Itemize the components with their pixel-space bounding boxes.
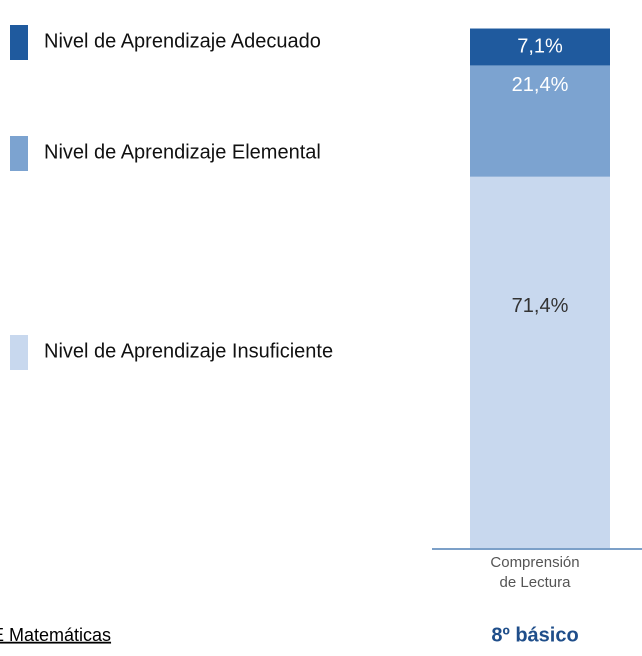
subtitle: 8º básico	[491, 624, 578, 646]
legend-swatch	[10, 136, 28, 171]
bar-segment	[470, 28, 610, 66]
legend-swatch	[10, 335, 28, 370]
data-label: 21,4%	[512, 74, 569, 96]
x-tick-label: Comprensión de Lectura	[490, 554, 580, 591]
legend-label: Nivel de Aprendizaje Adecuado	[44, 30, 321, 52]
legend-swatch	[10, 25, 28, 60]
bar-segment	[470, 65, 610, 177]
legend-label: Nivel de Aprendizaje Elemental	[44, 141, 321, 163]
legend-label: Nivel de Aprendizaje Insuficiente	[44, 340, 333, 362]
bar-segment	[470, 176, 610, 548]
annotation: E Matemáticas	[0, 625, 111, 645]
data-label: 7,1%	[517, 35, 563, 57]
data-label: 71,4%	[512, 295, 569, 317]
